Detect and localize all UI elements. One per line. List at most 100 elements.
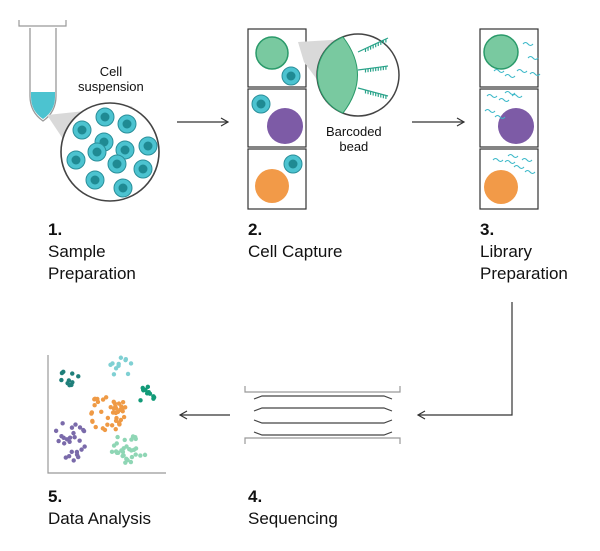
cell-nucleus	[143, 141, 153, 151]
cluster-point	[53, 428, 59, 434]
cluster-point	[142, 452, 148, 458]
cluster-point	[61, 441, 67, 446]
cluster-point	[141, 388, 146, 393]
cluster-point	[79, 447, 84, 452]
step-2-number: 2.	[248, 220, 263, 239]
cell-nucleus	[118, 183, 128, 193]
step-4-number: 4.	[248, 487, 263, 506]
barcoded-bead-line-1: Barcoded	[326, 124, 382, 139]
step-5-title-line-1: Data Analysis	[48, 509, 151, 528]
cluster-point	[108, 404, 113, 410]
sample-tube	[18, 20, 67, 122]
cluster-point	[73, 422, 78, 427]
cluster-point	[99, 409, 104, 415]
cluster-point	[118, 355, 124, 360]
cluster-point	[113, 426, 118, 432]
step-4-label: 4. Sequencing	[248, 486, 338, 530]
cluster-point	[113, 418, 119, 424]
dna-fragment	[498, 98, 510, 102]
capture-chambers	[247, 28, 307, 210]
cluster-point	[74, 449, 80, 455]
cluster-point	[70, 380, 75, 385]
step-2-label: 2. Cell Capture	[248, 219, 343, 263]
cluster-point	[133, 452, 138, 457]
cell-nucleus	[92, 147, 102, 157]
cluster-point	[129, 437, 134, 442]
barcoded-bead-line-2: bead	[339, 139, 369, 154]
cluster-point	[64, 437, 70, 442]
cluster-point	[82, 444, 87, 449]
cluster-plot	[47, 355, 166, 474]
cluster-point	[123, 356, 129, 362]
step-1-number: 1.	[48, 220, 63, 239]
step-1-label: 1. Sample Preparation	[48, 219, 136, 285]
step-3-number: 3.	[480, 220, 495, 239]
cluster-point	[125, 371, 131, 377]
dna-fragment	[493, 69, 505, 73]
dna-fragment	[504, 74, 516, 78]
cluster-point	[92, 396, 98, 402]
green-cell	[255, 36, 289, 70]
cell-nucleus	[90, 175, 100, 185]
step-3-title-line-1: Library	[480, 242, 532, 261]
step-3-title-line-2: Preparation	[480, 264, 568, 283]
cluster-point	[72, 435, 77, 440]
cluster-point	[71, 458, 76, 463]
barcode-strand	[357, 87, 389, 97]
cluster-point	[76, 374, 81, 379]
dna-fragment	[504, 91, 516, 95]
cluster-point	[114, 450, 120, 455]
cluster-point	[66, 454, 72, 459]
cluster-point	[151, 395, 157, 400]
cluster-point	[129, 454, 135, 460]
cluster-point	[56, 438, 61, 444]
dna-fragment	[516, 69, 528, 73]
cluster-point	[71, 430, 76, 436]
dna-fragment	[529, 72, 541, 76]
cluster-point	[145, 384, 151, 390]
cluster-point	[105, 422, 110, 427]
dna-fragment	[507, 154, 519, 158]
dna-fragment	[521, 158, 533, 162]
dna-fragment	[504, 160, 516, 164]
dna-fragment	[484, 109, 496, 113]
cluster-point	[128, 459, 134, 465]
cluster-point	[109, 423, 115, 428]
cell-nucleus	[138, 164, 148, 174]
cell-nucleus	[71, 155, 81, 165]
dna-fragment	[513, 165, 525, 169]
dna-fragment	[527, 56, 539, 60]
cluster-point	[113, 406, 119, 411]
cluster-point	[67, 383, 72, 388]
cluster-point	[138, 453, 143, 458]
cluster-point	[120, 399, 126, 405]
step-3-label: 3. Library Preparation	[480, 219, 568, 285]
cluster-point	[110, 410, 116, 415]
cluster-point	[111, 372, 117, 377]
cluster-point	[121, 453, 126, 458]
cluster-point	[116, 361, 121, 367]
cluster-point	[138, 398, 143, 403]
cluster-point	[119, 448, 124, 453]
cluster-point	[116, 401, 122, 406]
cell-nucleus	[77, 125, 87, 135]
dna-fragment	[524, 170, 536, 174]
step-1-title-line-2: Preparation	[48, 264, 136, 283]
sequencing-flowcell	[244, 386, 401, 444]
cluster-point	[89, 410, 95, 415]
cluster-point	[102, 427, 108, 433]
cluster-point	[111, 443, 117, 448]
arrow-3-to-4	[416, 302, 513, 420]
cluster-point	[131, 447, 137, 453]
cluster-point	[100, 397, 106, 402]
cluster-point	[92, 403, 97, 408]
cluster-point	[124, 444, 129, 449]
cluster-point	[133, 434, 138, 440]
cluster-point	[127, 447, 132, 452]
cluster-point	[70, 371, 75, 376]
cluster-point	[128, 361, 134, 366]
cluster-point	[108, 362, 113, 367]
cluster-point	[60, 421, 65, 426]
cell-suspension-line-1: Cell	[99, 64, 123, 79]
